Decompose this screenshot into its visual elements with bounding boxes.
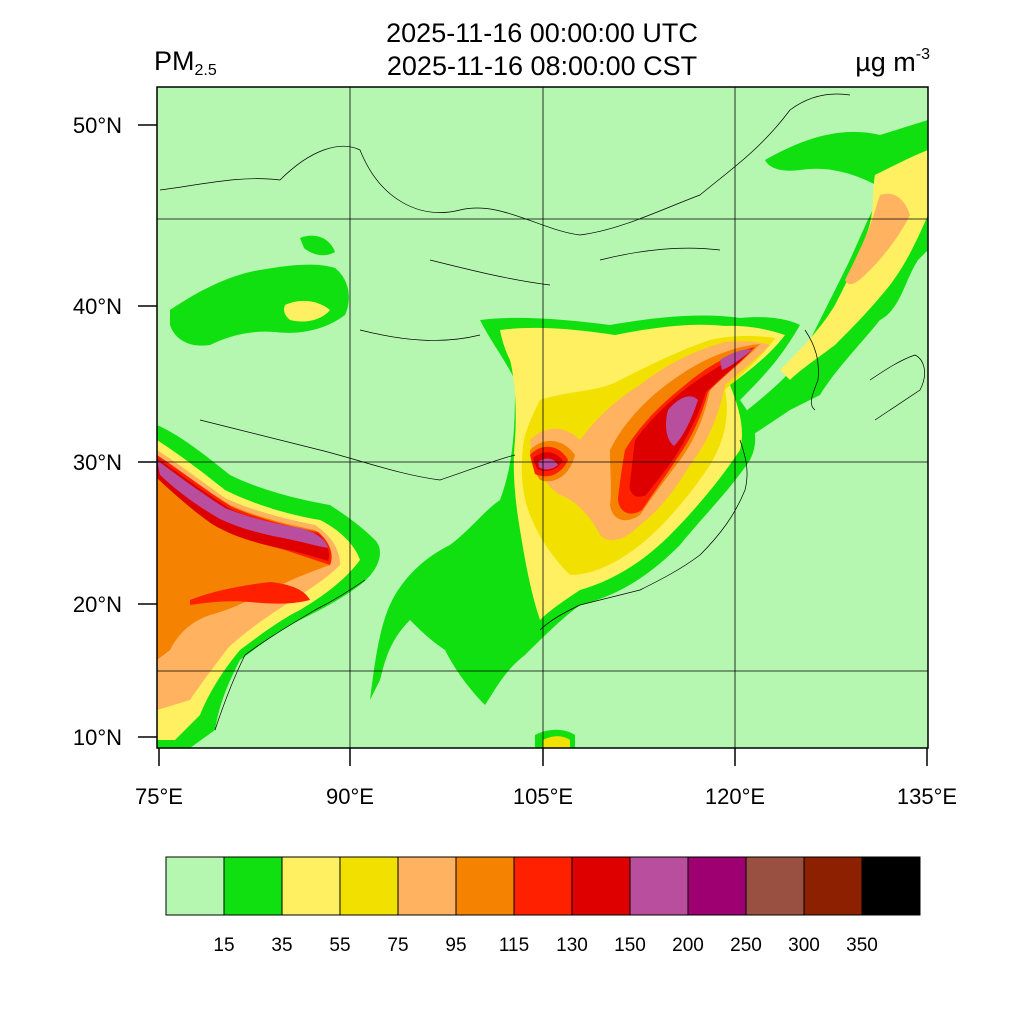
variable-name: PM bbox=[154, 46, 195, 76]
units-label: µg m-3 bbox=[855, 46, 930, 78]
lat-label-50: 50°N bbox=[73, 113, 122, 138]
coastline-korea bbox=[804, 329, 819, 411]
colorbar-box bbox=[803, 856, 863, 916]
graticule bbox=[157, 87, 928, 748]
lon-label-90: 90°E bbox=[326, 784, 374, 809]
colorbar-label: 75 bbox=[387, 935, 408, 956]
lat-label-30: 30°N bbox=[73, 450, 122, 475]
variable-label: PM2.5 bbox=[154, 46, 217, 80]
colorbar-box bbox=[513, 856, 573, 916]
colorbar-label: 130 bbox=[556, 935, 588, 956]
china-purple bbox=[538, 349, 752, 470]
colorbar-label: 35 bbox=[271, 935, 292, 956]
hainan-yellow bbox=[543, 736, 570, 748]
lon-label-75: 75°E bbox=[135, 784, 183, 809]
northeast-orange-plume bbox=[845, 193, 910, 285]
china-dark-red bbox=[533, 350, 752, 497]
colorbar-box bbox=[571, 856, 631, 916]
coastline-japan bbox=[869, 354, 925, 421]
colorbar-label: 350 bbox=[846, 935, 878, 956]
colorbar-box bbox=[861, 856, 921, 916]
colorbar-label: 250 bbox=[730, 935, 762, 956]
lon-ticks bbox=[158, 748, 928, 766]
colorbar-label: 200 bbox=[672, 935, 704, 956]
colorbar-box bbox=[455, 856, 515, 916]
lon-label-135: 135°E bbox=[897, 784, 957, 809]
colorbar-label: 15 bbox=[213, 935, 234, 956]
colorbar-box bbox=[745, 856, 805, 916]
lat-label-20: 20°N bbox=[73, 592, 122, 617]
border-north bbox=[159, 93, 851, 236]
lon-label-105: 105°E bbox=[513, 784, 573, 809]
coastline-china bbox=[539, 439, 748, 631]
border-tibet bbox=[199, 419, 516, 481]
lat-ticks bbox=[138, 124, 157, 738]
lon-label-120: 120°E bbox=[705, 784, 765, 809]
border-inner bbox=[359, 247, 721, 341]
colorbar-label: 95 bbox=[445, 935, 466, 956]
india-purple bbox=[157, 460, 328, 548]
title-cst: 2025-11-16 08:00:00 CST bbox=[386, 51, 698, 81]
concentration-field bbox=[157, 87, 928, 748]
colorbar-box bbox=[165, 856, 225, 916]
colorbar-box bbox=[223, 856, 283, 916]
colorbar-box bbox=[687, 856, 747, 916]
colorbar-label: 150 bbox=[614, 935, 646, 956]
lat-label-40: 40°N bbox=[73, 294, 122, 319]
colorbar-box bbox=[629, 856, 689, 916]
units-exponent: -3 bbox=[915, 46, 930, 63]
variable-subscript: 2.5 bbox=[194, 62, 217, 79]
colorbar: 15 35 55 75 95 115 130 150 200 250 300 350 bbox=[165, 856, 921, 956]
boundary-lines bbox=[159, 93, 925, 731]
title-utc: 2025-11-16 00:00:00 UTC bbox=[386, 18, 698, 48]
colorbar-label: 115 bbox=[499, 935, 529, 956]
colorbar-label: 300 bbox=[788, 935, 820, 956]
colorbar-label: 55 bbox=[329, 935, 350, 956]
colorbar-box bbox=[339, 856, 399, 916]
colorbar-box bbox=[397, 856, 457, 916]
units-main: µg m bbox=[855, 47, 916, 77]
coastline-india bbox=[214, 579, 366, 731]
colorbar-box bbox=[281, 856, 341, 916]
northwest-yellow-spot bbox=[284, 300, 330, 322]
lat-label-10: 10°N bbox=[73, 725, 122, 750]
